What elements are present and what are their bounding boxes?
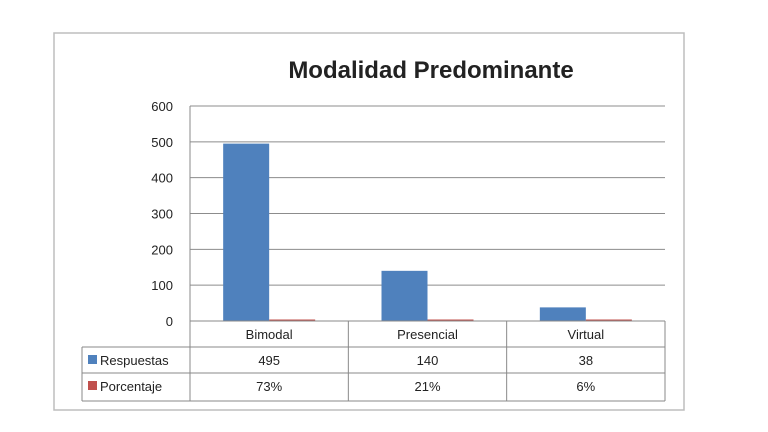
- data-table-value: 6%: [576, 379, 595, 394]
- bar-respuestas-bimodal: [223, 143, 270, 321]
- legend-label: Porcentaje: [100, 379, 162, 394]
- legend-label: Respuestas: [100, 353, 169, 368]
- category-label: Bimodal: [246, 327, 293, 342]
- bar-porcentaje-presencial: [427, 319, 474, 321]
- y-tick-label: 100: [151, 278, 173, 293]
- y-tick-label: 500: [151, 135, 173, 150]
- data-table-value: 495: [258, 353, 280, 368]
- data-table-value: 73%: [256, 379, 282, 394]
- y-tick-label: 0: [166, 314, 173, 329]
- bar-respuestas-virtual: [539, 307, 586, 321]
- chart-title: Modalidad Predominante: [288, 57, 573, 84]
- y-tick-label: 300: [151, 207, 173, 222]
- legend-key-porcentaje: [88, 381, 97, 390]
- y-tick-label: 600: [151, 99, 173, 114]
- category-label: Virtual: [568, 327, 605, 342]
- data-table-value: 21%: [414, 379, 440, 394]
- data-table-value: 38: [579, 353, 593, 368]
- y-tick-label: 200: [151, 242, 173, 257]
- legend-key-respuestas: [88, 355, 97, 364]
- bar-porcentaje-bimodal: [269, 319, 316, 321]
- data-table-value: 140: [417, 353, 439, 368]
- category-label: Presencial: [397, 327, 458, 342]
- y-tick-label: 400: [151, 171, 173, 186]
- bar-respuestas-presencial: [381, 270, 428, 321]
- bar-porcentaje-virtual: [585, 319, 632, 321]
